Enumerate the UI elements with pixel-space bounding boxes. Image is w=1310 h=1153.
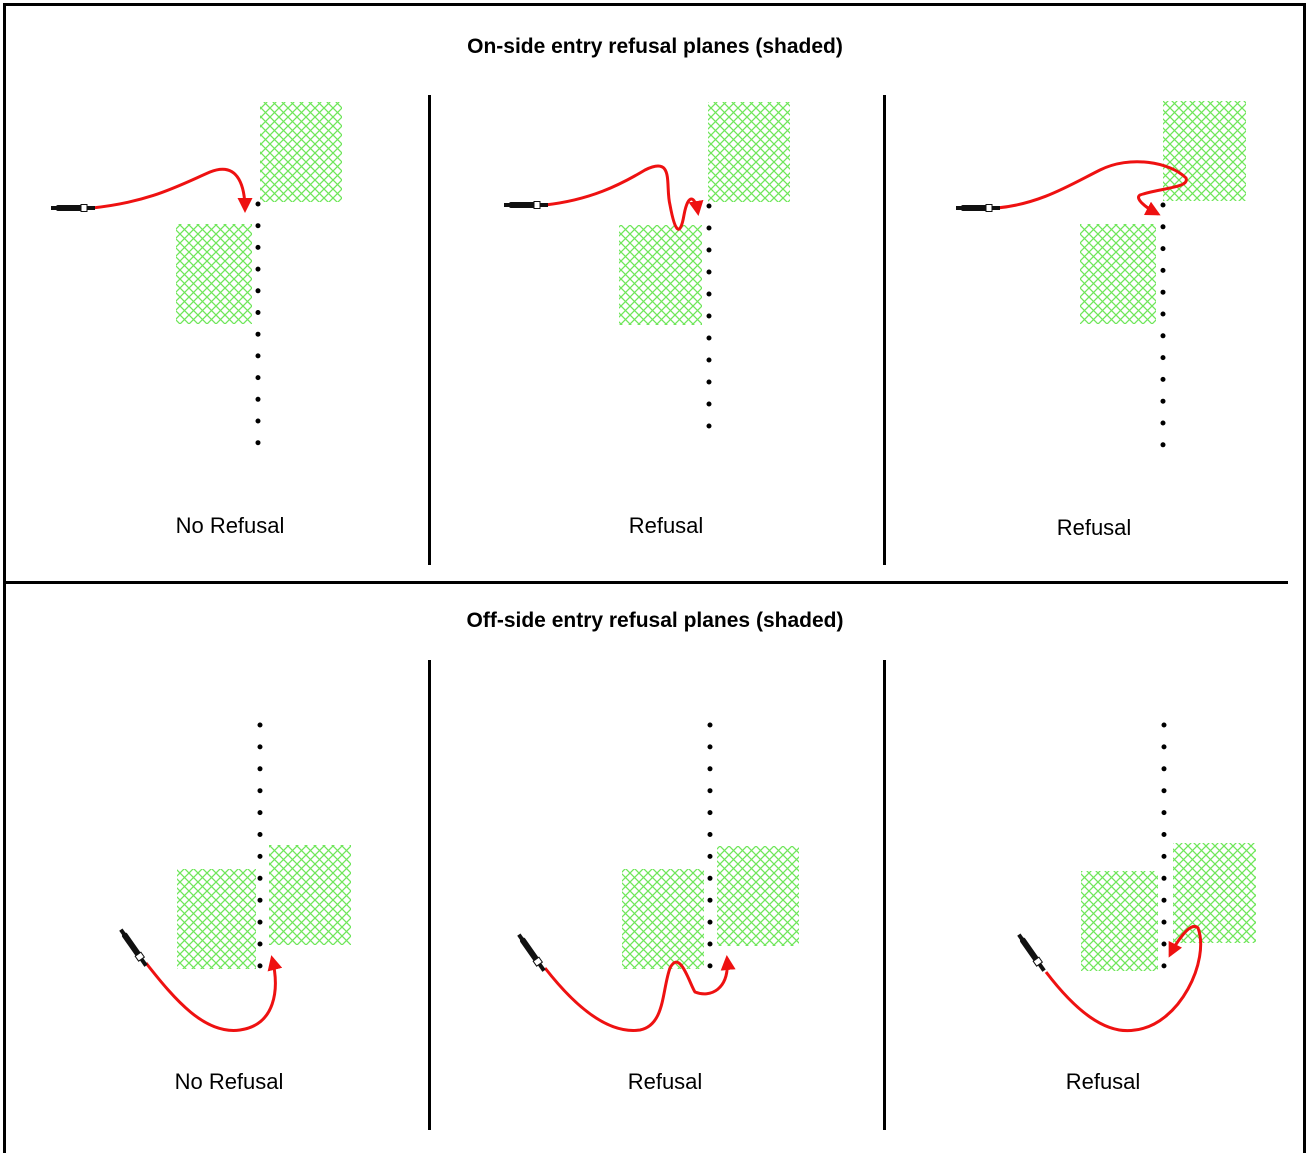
probe-icon xyxy=(1015,932,1048,974)
panel-divider-top-2 xyxy=(883,95,886,565)
top-panel-1-caption: No Refusal xyxy=(175,513,285,538)
probe-icon xyxy=(955,204,1001,212)
bottom-panel-3 xyxy=(1015,722,1256,1033)
red-path-arrow xyxy=(1044,924,1203,1033)
refusal-plane xyxy=(177,869,256,969)
refusal-plane xyxy=(176,224,252,324)
refusal-plane xyxy=(1163,101,1246,201)
refusal-plane xyxy=(619,225,702,325)
red-path-arrow xyxy=(544,164,704,231)
refusal-plane xyxy=(717,846,799,946)
top-panel-2-caption: Refusal xyxy=(628,513,704,538)
top-panel-2 xyxy=(503,102,790,451)
bottom-panel-3-caption: Refusal xyxy=(1065,1069,1141,1094)
probe-icon xyxy=(50,204,96,212)
red-path-arrow xyxy=(91,167,253,213)
bottom-section-title: Off-side entry refusal planes (shaded) xyxy=(466,609,844,632)
refusal-plane xyxy=(1081,871,1158,971)
outer-frame xyxy=(3,3,1306,1153)
red-path-arrow xyxy=(996,160,1188,216)
bottom-panel-1-caption: No Refusal xyxy=(174,1069,284,1094)
refusal-plane xyxy=(260,102,342,202)
section-divider xyxy=(6,581,1288,584)
bottom-panel-1 xyxy=(117,722,351,1032)
panel-divider-bottom-2 xyxy=(883,660,886,1130)
refusal-plane xyxy=(1173,843,1256,943)
refusal-plane xyxy=(708,102,790,202)
red-path-arrow xyxy=(144,955,283,1032)
top-panel-3-caption: Refusal xyxy=(1056,515,1132,540)
panel-divider-top-1 xyxy=(428,95,431,565)
bottom-panel-2 xyxy=(515,722,799,1032)
top-section-title: On-side entry refusal planes (shaded) xyxy=(467,35,843,58)
bottom-panel-2-caption: Refusal xyxy=(627,1069,703,1094)
probe-icon xyxy=(503,201,549,209)
refusal-plane xyxy=(1080,224,1156,324)
probe-icon xyxy=(117,927,150,969)
red-path-arrow xyxy=(543,955,736,1032)
probe-icon xyxy=(515,932,548,974)
panel-divider-bottom-1 xyxy=(428,660,431,1130)
top-panel-1 xyxy=(50,102,342,451)
top-panel-3 xyxy=(955,101,1246,451)
refusal-plane xyxy=(269,845,351,945)
refusal-plane xyxy=(622,869,704,969)
